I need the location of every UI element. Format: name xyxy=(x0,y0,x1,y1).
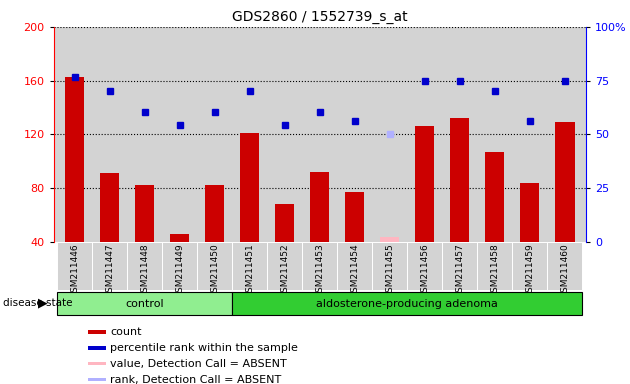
Bar xyxy=(512,242,547,290)
Bar xyxy=(162,242,197,290)
Text: GSM211450: GSM211450 xyxy=(210,243,219,298)
Text: GSM211456: GSM211456 xyxy=(420,243,429,298)
Bar xyxy=(100,174,119,242)
Text: ▶: ▶ xyxy=(38,297,47,310)
Text: control: control xyxy=(125,299,164,309)
Text: GSM211458: GSM211458 xyxy=(490,243,500,298)
Text: GSM211459: GSM211459 xyxy=(525,243,534,298)
Bar xyxy=(345,192,364,242)
Text: GSM211453: GSM211453 xyxy=(315,243,324,298)
Bar xyxy=(380,237,399,242)
Text: GSM211460: GSM211460 xyxy=(561,243,570,298)
Bar xyxy=(92,242,127,290)
Bar xyxy=(302,242,337,290)
FancyBboxPatch shape xyxy=(232,292,582,316)
Bar xyxy=(450,118,469,242)
Text: count: count xyxy=(110,327,142,337)
Text: disease state: disease state xyxy=(3,298,72,308)
Bar xyxy=(88,362,106,366)
Bar xyxy=(65,76,84,242)
Text: percentile rank within the sample: percentile rank within the sample xyxy=(110,343,298,353)
Bar xyxy=(478,242,512,290)
Text: GSM211454: GSM211454 xyxy=(350,243,359,298)
Text: GSM211448: GSM211448 xyxy=(140,243,149,298)
Bar xyxy=(520,183,539,242)
Bar xyxy=(485,152,505,242)
Bar xyxy=(372,242,407,290)
Bar xyxy=(232,242,267,290)
Bar xyxy=(337,242,372,290)
Bar xyxy=(88,378,106,381)
Text: value, Detection Call = ABSENT: value, Detection Call = ABSENT xyxy=(110,359,287,369)
Bar xyxy=(127,242,162,290)
Bar xyxy=(240,133,260,242)
Bar xyxy=(555,122,575,242)
Text: rank, Detection Call = ABSENT: rank, Detection Call = ABSENT xyxy=(110,374,282,384)
Bar xyxy=(57,242,92,290)
Bar xyxy=(88,346,106,349)
FancyBboxPatch shape xyxy=(57,292,232,316)
Title: GDS2860 / 1552739_s_at: GDS2860 / 1552739_s_at xyxy=(232,10,408,25)
Bar xyxy=(205,185,224,242)
Text: aldosterone-producing adenoma: aldosterone-producing adenoma xyxy=(316,299,498,309)
Bar xyxy=(407,242,442,290)
Text: GSM211457: GSM211457 xyxy=(455,243,464,298)
Bar xyxy=(267,242,302,290)
Bar xyxy=(415,126,435,242)
Bar xyxy=(310,172,329,242)
Bar xyxy=(197,242,232,290)
Text: GSM211451: GSM211451 xyxy=(245,243,254,298)
Bar xyxy=(170,234,189,242)
Text: GSM211452: GSM211452 xyxy=(280,243,289,298)
Bar xyxy=(135,185,154,242)
Bar xyxy=(88,330,106,334)
Bar xyxy=(275,204,294,242)
Text: GSM211446: GSM211446 xyxy=(70,243,79,298)
Bar xyxy=(547,242,582,290)
Text: GSM211449: GSM211449 xyxy=(175,243,184,298)
Text: GSM211447: GSM211447 xyxy=(105,243,114,298)
Bar xyxy=(442,242,478,290)
Text: GSM211455: GSM211455 xyxy=(386,243,394,298)
